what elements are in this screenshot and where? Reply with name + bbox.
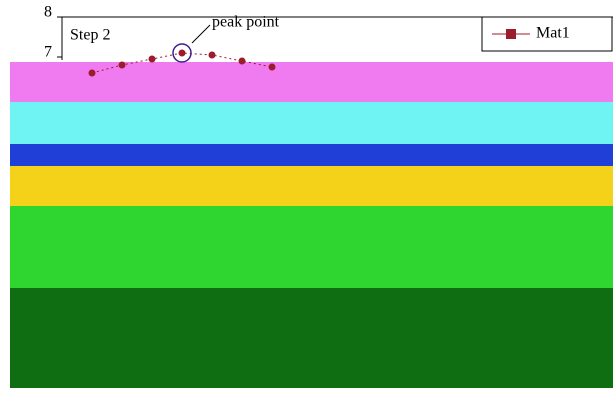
y-tick-label: 8 (44, 4, 52, 21)
corrupted-band (10, 62, 613, 102)
corrupted-band (10, 288, 613, 388)
data-point (209, 52, 216, 59)
chart: Step 2 7 8 peak point Mat1 (0, 0, 613, 393)
data-point (119, 62, 126, 69)
corrupted-band (10, 206, 613, 288)
legend-marker (506, 29, 516, 39)
corrupted-band (10, 144, 613, 166)
corrupted-band (10, 102, 613, 144)
data-point (149, 56, 156, 63)
annotation-arrow (192, 25, 210, 43)
annotation: peak point (212, 14, 280, 31)
y-tick-label: 7 (44, 44, 52, 61)
corrupted-region (10, 62, 613, 388)
data-point (89, 70, 96, 77)
legend-label: Mat1 (536, 25, 570, 42)
annotation: Step 2 (70, 27, 110, 44)
data-point (179, 50, 186, 57)
corrupted-band (10, 166, 613, 206)
data-point (269, 64, 276, 71)
data-point (239, 58, 246, 65)
